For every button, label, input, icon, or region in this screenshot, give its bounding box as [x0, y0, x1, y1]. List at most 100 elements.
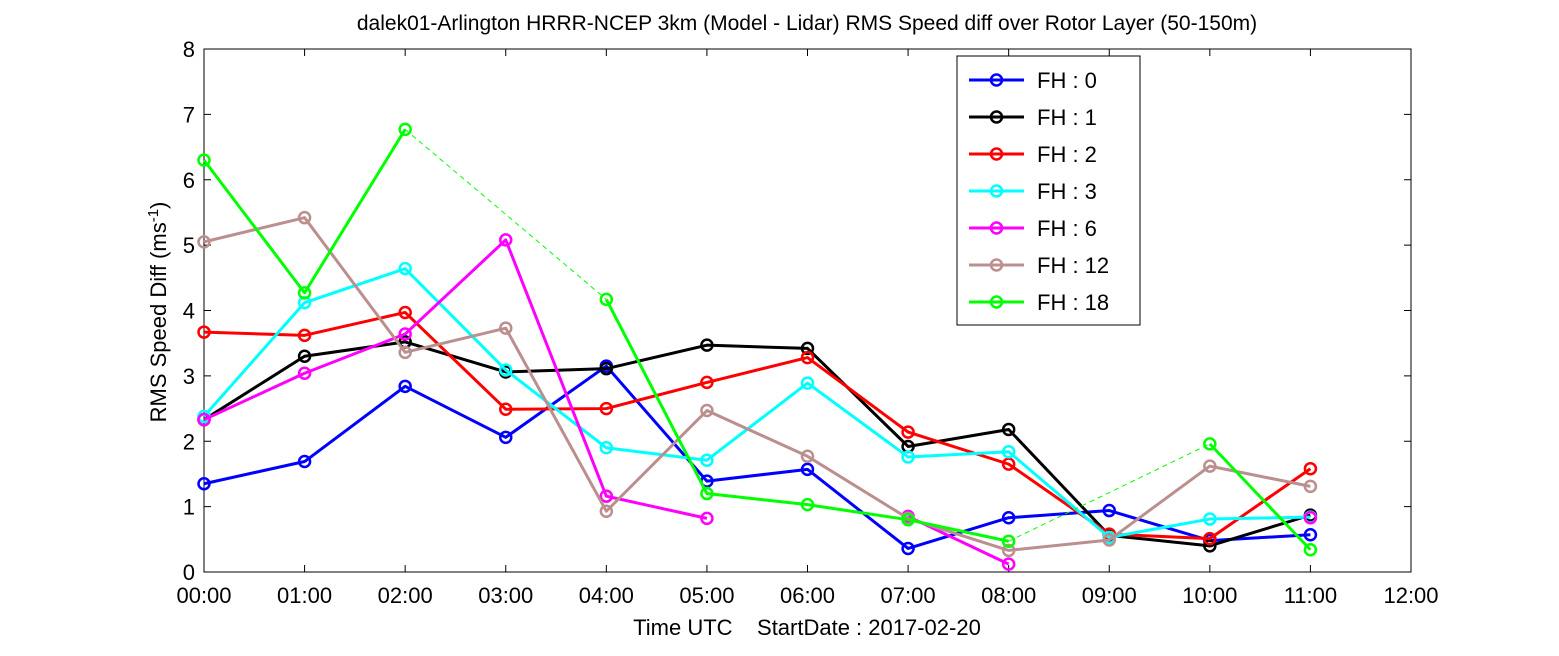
data-point-marker: [1303, 510, 1318, 525]
data-point-marker: [1102, 533, 1116, 547]
data-point-marker: [599, 401, 614, 416]
data-point-marker: [599, 361, 614, 376]
x-tick-label: 02:00: [378, 583, 433, 608]
x-tick-label: 06:00: [780, 583, 835, 608]
legend-entry-label: FH : 2: [1037, 142, 1097, 167]
data-point-marker: [599, 292, 614, 307]
data-point-marker: [398, 305, 412, 320]
legend-marker-sample: [989, 147, 1004, 161]
data-point-marker: [297, 366, 312, 381]
data-point-marker: [700, 511, 714, 526]
data-point-marker: [800, 497, 815, 512]
legend-marker-sample: [989, 258, 1004, 272]
series-line: [605, 298, 1009, 543]
data-point-marker: [197, 476, 211, 491]
data-point-marker: [398, 379, 412, 394]
x-axis-ticks: 00:00 01:00 02:00 03:00 04:00 05:00 06:00 07:00…: [176, 49, 1439, 608]
data-point-marker: [1303, 527, 1318, 542]
data-point-marker: [398, 122, 412, 137]
data-point-marker: [901, 512, 915, 527]
data-point-marker: [197, 235, 211, 249]
y-tick-label: 5: [183, 233, 195, 258]
y-axis-label-close: ): [146, 202, 171, 209]
y-axis-label: RMS Speed Diff (ms-1): [145, 202, 172, 423]
series-line: [202, 267, 1311, 539]
y-axis-ticks: 0 1 2 3 4 5 6 7 8: [183, 37, 1411, 585]
series-line: [203, 364, 1311, 550]
legend-entry-label: FH : 18: [1037, 290, 1109, 315]
plot-frame: [203, 48, 1412, 573]
series-0: [197, 359, 1318, 556]
data-point-marker: [499, 233, 513, 247]
series-gap-line: [404, 129, 607, 300]
data-point-marker: [1303, 543, 1318, 557]
y-axis-label-sup: -1: [145, 209, 162, 222]
data-point-marker: [700, 375, 714, 390]
data-point-marker: [1001, 534, 1016, 549]
data-point-marker: [1001, 543, 1016, 558]
data-point-marker: [1102, 503, 1116, 518]
data-point-marker: [1001, 510, 1016, 525]
series-line: [203, 340, 1311, 548]
x-tick-label: 07:00: [881, 583, 936, 608]
data-point-marker: [1001, 444, 1016, 459]
legend-entry-label: FH : 1: [1037, 105, 1097, 130]
data-point-marker: [1001, 457, 1016, 471]
x-tick-label: 05:00: [679, 583, 734, 608]
data-point-marker: [499, 363, 513, 377]
series-line: [203, 238, 708, 520]
data-point-marker: [1303, 479, 1318, 494]
data-point-marker: [901, 450, 915, 464]
data-point-marker: [197, 153, 211, 167]
data-point-marker: [700, 338, 714, 352]
data-point-marker: [700, 486, 714, 501]
data-point-marker: [800, 462, 815, 477]
series-line: [203, 216, 1311, 552]
y-tick-label: 7: [183, 102, 195, 127]
data-point-marker: [700, 403, 714, 418]
y-tick-label: 0: [183, 560, 195, 585]
legend-marker-sample: [989, 110, 1004, 124]
x-tick-label: 04:00: [579, 583, 634, 608]
series-line: [1208, 442, 1312, 551]
y-tick-label: 6: [183, 168, 195, 193]
x-tick-label: 08:00: [981, 583, 1036, 608]
chart-title: dalek01-Arlington HRRR-NCEP 3km (Model -…: [357, 12, 1257, 35]
data-point-marker: [1203, 512, 1217, 526]
series-6: [197, 122, 1318, 557]
data-point-marker: [499, 402, 513, 416]
y-tick-label: 1: [183, 495, 195, 520]
legend-marker-sample: [989, 295, 1004, 309]
data-point-marker: [800, 376, 815, 390]
series-5: [197, 210, 1318, 558]
x-axis-label: Time UTC StartDate : 2017-02-20: [633, 615, 981, 640]
data-point-marker: [800, 341, 815, 356]
series-line: [202, 128, 407, 295]
data-point-marker: [599, 441, 614, 455]
x-tick-label: 12:00: [1383, 583, 1438, 608]
data-point-marker: [800, 350, 815, 365]
legend-entry-label: FH : 3: [1037, 179, 1097, 204]
data-point-marker: [398, 261, 412, 276]
legend-marker-sample: [989, 73, 1004, 87]
y-tick-label: 3: [183, 364, 195, 389]
legend-entry-label: FH : 0: [1037, 68, 1097, 93]
y-tick-label: 8: [183, 37, 195, 62]
x-tick-label: 00:00: [176, 583, 231, 608]
data-point-marker: [599, 504, 614, 518]
series-4: [197, 233, 1318, 571]
series-2: [197, 305, 1318, 546]
series-gap-line: [1008, 443, 1211, 542]
data-point-marker: [1203, 459, 1217, 473]
data-point-marker: [901, 541, 915, 556]
data-point-marker: [599, 489, 614, 503]
data-point-marker: [297, 349, 312, 364]
data-point-marker: [499, 430, 513, 445]
legend-entry-label: FH : 12: [1037, 253, 1109, 278]
data-point-marker: [398, 327, 412, 341]
x-tick-label: 09:00: [1082, 583, 1137, 608]
legend-marker-sample: [989, 184, 1004, 198]
data-point-marker: [1001, 557, 1016, 571]
data-point-marker: [1203, 539, 1217, 553]
